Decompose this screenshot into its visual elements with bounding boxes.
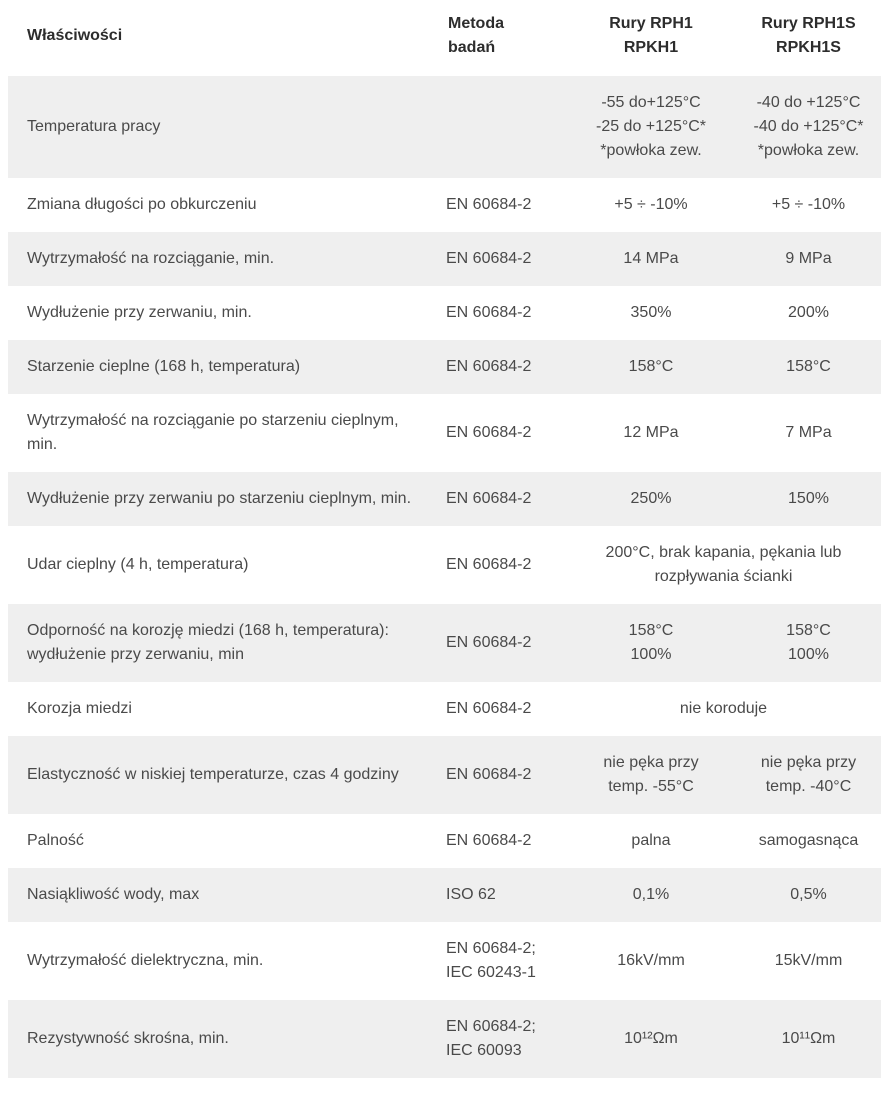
value-rph1: 12 MPa [623, 424, 679, 441]
table-row-elastycznosc-niska-temperatura: Elastyczność w niskiej temperaturze, cza… [8, 736, 881, 814]
col-header-metoda-badan: Metoda badań [440, 0, 566, 76]
table-row-wydluzenie-po-starzeniu: Wydłużenie przy zerwaniu po starzeniu ci… [8, 472, 881, 526]
test-method: EN 60684-2 [446, 196, 532, 213]
value-rph1: 158°C 100% [628, 622, 674, 663]
value-rph1s: 200% [788, 304, 829, 321]
value-rph1: 250% [630, 490, 672, 507]
test-method: EN 60684-2; IEC 60093 [446, 1018, 536, 1059]
property-label: Wytrzymałość na rozciąganie po starzeniu… [27, 412, 399, 453]
table-row-temperatura-pracy: Temperatura pracy -55 do+125°C -25 do +1… [8, 76, 881, 178]
test-method: EN 60684-2 [446, 424, 532, 441]
value-rph1s: 158°C [786, 358, 831, 375]
table-row-palnosc: Palność EN 60684-2 palna samogasnąca [8, 814, 881, 868]
value-rph1: 350% [630, 304, 672, 321]
value-rph1s: 10¹¹Ωm [781, 1030, 836, 1047]
value-rph1s: 9 MPa [785, 250, 832, 267]
property-label: Odporność na korozję miedzi (168 h, temp… [27, 622, 389, 663]
table-row-udar-cieplny: Udar cieplny (4 h, temperatura) EN 60684… [8, 526, 881, 604]
value-rph1s: 150% [788, 490, 829, 507]
value-merged: 200°C, brak kapania, pękania lub rozpływ… [605, 544, 842, 585]
property-label: Wytrzymałość na rozciąganie, min. [27, 250, 275, 267]
property-label: Korozja miedzi [27, 700, 132, 717]
property-label: Starzenie cieplne (168 h, temperatura) [27, 358, 301, 375]
properties-table: Właściwości Metoda badań Rury RPH1 RPKH1… [8, 0, 881, 1078]
table-row-korozja-miedzi: Korozja miedzi EN 60684-2 nie koroduje [8, 682, 881, 736]
property-label: Wydłużenie przy zerwaniu, min. [27, 304, 252, 321]
property-label: Nasiąkliwość wody, max [27, 886, 200, 903]
value-rph1s: +5 ÷ -10% [771, 196, 846, 213]
table-header: Właściwości Metoda badań Rury RPH1 RPKH1… [8, 0, 881, 76]
value-rph1s: 0,5% [790, 886, 827, 903]
value-rph1: palna [631, 832, 671, 849]
value-rph1: 10¹²Ωm [624, 1030, 678, 1047]
property-label: Wytrzymałość dielektryczna, min. [27, 952, 264, 969]
test-method: EN 60684-2 [446, 556, 532, 573]
table-row-starzenie-cieplne: Starzenie cieplne (168 h, temperatura) E… [8, 340, 881, 394]
value-rph1s: -40 do +125°C -40 do +125°C* *powłoka ze… [753, 94, 864, 159]
test-method: EN 60684-2 [446, 304, 532, 321]
table-row-rezystywnosc-skrosna: Rezystywność skrośna, min. EN 60684-2; I… [8, 1000, 881, 1078]
table-row-odpornosc-korozja-miedzi: Odporność na korozję miedzi (168 h, temp… [8, 604, 881, 682]
test-method: EN 60684-2 [446, 490, 532, 507]
table-row-nasiakliwosc-wody: Nasiąkliwość wody, max ISO 62 0,1% 0,5% [8, 868, 881, 922]
value-merged: nie koroduje [679, 700, 768, 717]
table-row-zmiana-dlugosci: Zmiana długości po obkurczeniu EN 60684-… [8, 178, 881, 232]
value-rph1s: nie pęka przy temp. -40°C [760, 754, 857, 795]
test-method: EN 60684-2; IEC 60243-1 [446, 940, 536, 981]
value-rph1s: samogasnąca [758, 832, 859, 849]
test-method: EN 60684-2 [446, 358, 532, 375]
test-method: EN 60684-2 [446, 700, 532, 717]
property-label: Palność [27, 832, 84, 849]
header-row: Właściwości Metoda badań Rury RPH1 RPKH1… [8, 0, 881, 76]
property-label: Zmiana długości po obkurczeniu [27, 196, 257, 213]
table-row-wydluzenie-zerwanie: Wydłużenie przy zerwaniu, min. EN 60684-… [8, 286, 881, 340]
property-label: Temperatura pracy [27, 118, 161, 135]
property-label: Elastyczność w niskiej temperaturze, cza… [27, 766, 399, 783]
value-rph1: 158°C [628, 358, 674, 375]
value-rph1: -55 do+125°C -25 do +125°C* *powłoka zew… [595, 94, 707, 159]
value-rph1: 14 MPa [623, 250, 679, 267]
value-rph1: 16kV/mm [617, 952, 685, 969]
value-rph1: 0,1% [632, 886, 670, 903]
test-method: EN 60684-2 [446, 250, 532, 267]
value-rph1s: 15kV/mm [774, 952, 843, 969]
value-rph1: +5 ÷ -10% [614, 196, 688, 213]
table-row-wytrzymalosc-rozciaganie: Wytrzymałość na rozciąganie, min. EN 606… [8, 232, 881, 286]
test-method: EN 60684-2 [446, 766, 532, 783]
table-body: Temperatura pracy -55 do+125°C -25 do +1… [8, 76, 881, 1078]
test-method: EN 60684-2 [446, 634, 532, 651]
test-method: ISO 62 [446, 886, 496, 903]
table-row-wytrzymalosc-po-starzeniu: Wytrzymałość na rozciąganie po starzeniu… [8, 394, 881, 472]
col-header-rury-rph1s: Rury RPH1S RPKH1S [736, 0, 881, 76]
property-label: Udar cieplny (4 h, temperatura) [27, 556, 249, 573]
value-rph1s: 7 MPa [785, 424, 832, 441]
test-method: EN 60684-2 [446, 832, 532, 849]
value-rph1s: 158°C 100% [786, 622, 831, 663]
col-header-rury-rph1: Rury RPH1 RPKH1 [566, 0, 736, 76]
table-row-wytrzymalosc-dielektryczna: Wytrzymałość dielektryczna, min. EN 6068… [8, 922, 881, 1000]
col-header-wlasciwosci: Właściwości [8, 0, 440, 76]
property-label: Rezystywność skrośna, min. [27, 1030, 229, 1047]
property-label: Wydłużenie przy zerwaniu po starzeniu ci… [27, 490, 412, 507]
value-rph1: nie pęka przy temp. -55°C [603, 754, 699, 795]
test-method [440, 76, 566, 178]
